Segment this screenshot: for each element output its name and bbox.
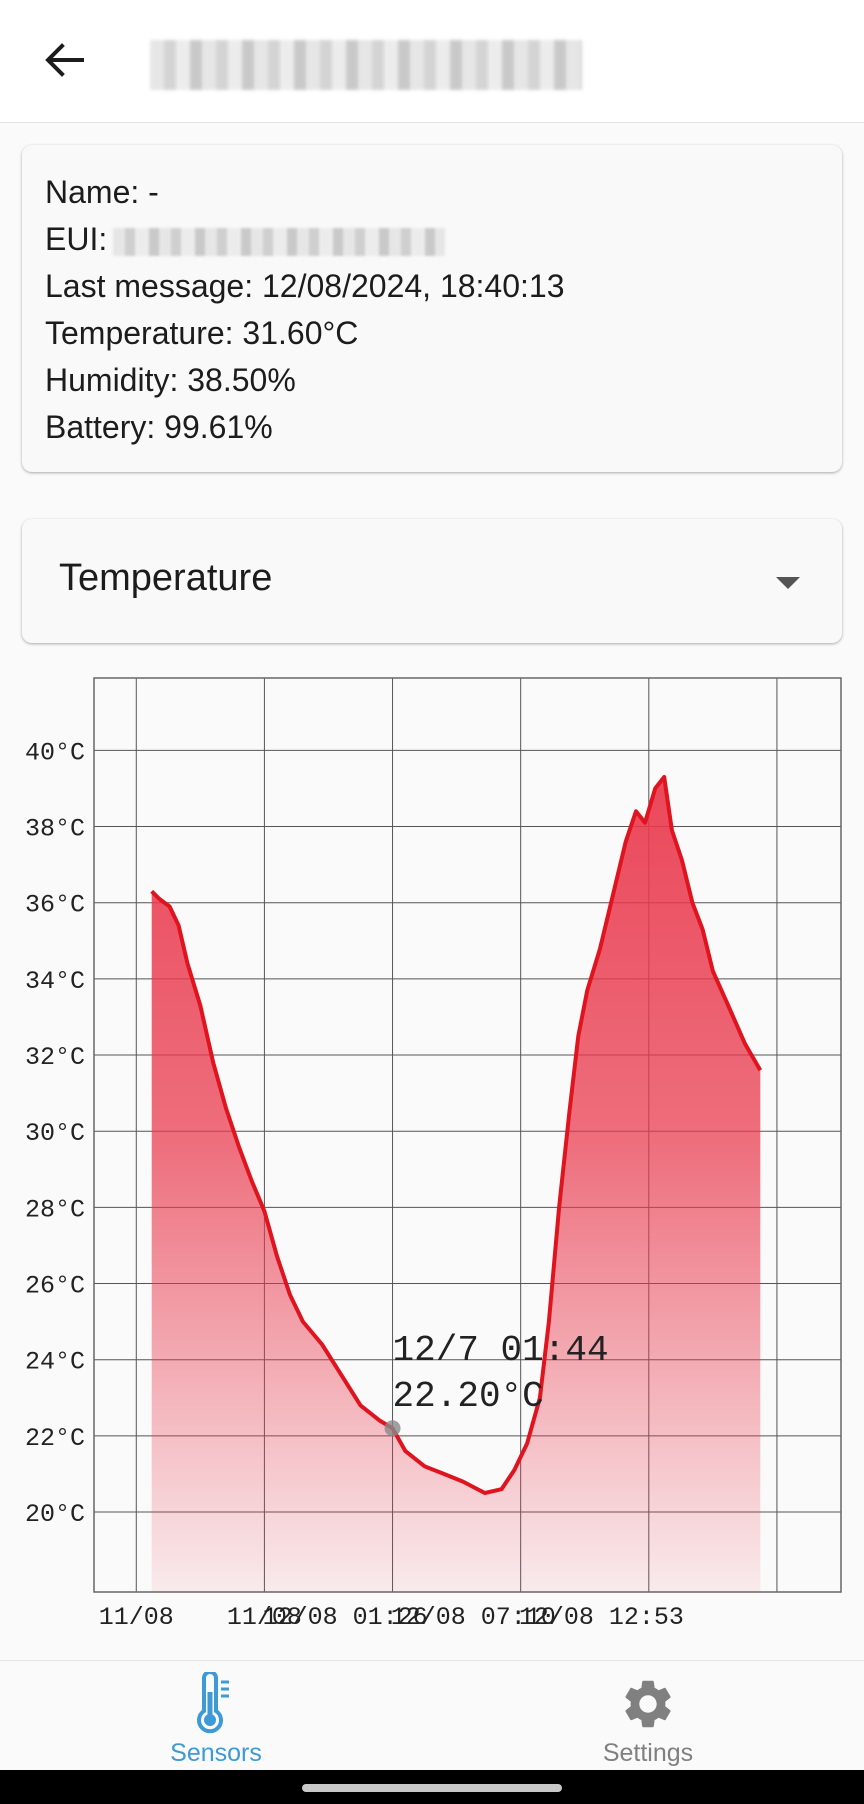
temperature-line — [150, 775, 763, 1495]
tooltip-marker — [384, 1420, 401, 1437]
sensor-eui: EUI: — [45, 216, 565, 263]
back-button[interactable] — [34, 32, 94, 88]
y-tick-label: 40°C — [25, 738, 85, 767]
nav-sensors[interactable]: Sensors — [96, 1661, 336, 1771]
humidity-reading: Humidity: 38.50% — [45, 362, 296, 398]
temperature-reading: Temperature: 31.60°C — [45, 315, 359, 351]
x-tick-label: 12/08 07:10 — [391, 1603, 556, 1630]
gear-icon — [619, 1671, 677, 1737]
eui-label: EUI: — [45, 221, 108, 257]
thermometer-icon — [194, 1671, 238, 1737]
sensor-info-card: Name: - EUI: Last message: 12/08/2024, 1… — [22, 145, 842, 472]
x-tick-label: 11/08 — [227, 1603, 302, 1630]
y-tick-label: 36°C — [25, 891, 85, 920]
nav-sensors-label: Sensors — [170, 1739, 262, 1767]
y-axis-labels: 20°C 22°C 24°C 26°C 28°C 30°C 32°C 34°C 36°C 38°C… — [25, 738, 85, 1529]
nav-settings-label: Settings — [602, 1739, 694, 1767]
redacted-eui-value — [113, 227, 446, 256]
home-gesture-handle[interactable] — [302, 1784, 562, 1792]
metric-select[interactable]: Temperature — [22, 519, 842, 643]
dropdown-triangle-icon — [776, 577, 800, 589]
tooltip-value: 22.20°C — [393, 1376, 544, 1417]
redacted-device-title — [150, 40, 582, 90]
y-tick-label: 28°C — [25, 1195, 85, 1224]
y-tick-label: 38°C — [25, 815, 85, 844]
x-tick-label: 11/08 — [99, 1603, 174, 1630]
last-message: Last message: 12/08/2024, 18:40:13 — [45, 268, 565, 304]
metric-select-value: Temperature — [59, 557, 273, 599]
tooltip-time: 12/7 01:44 — [393, 1330, 609, 1371]
y-tick-label: 34°C — [25, 967, 85, 996]
temperature-area — [151, 777, 761, 1592]
app-bar — [0, 0, 864, 123]
y-tick-label: 22°C — [25, 1424, 85, 1453]
y-tick-label: 32°C — [25, 1043, 85, 1072]
y-tick-label: 26°C — [25, 1272, 85, 1301]
x-tick-label: 12/08 01:26 — [263, 1603, 428, 1630]
nav-settings[interactable]: Settings — [528, 1661, 768, 1771]
x-tick-label: 12/08 12:53 — [519, 1603, 684, 1630]
y-tick-label: 24°C — [25, 1348, 85, 1377]
y-tick-label: 20°C — [25, 1500, 85, 1529]
sensor-name: Name: - — [45, 174, 159, 210]
y-tick-label: 30°C — [25, 1119, 85, 1148]
arrow-left-icon — [45, 43, 84, 77]
battery-reading: Battery: 99.61% — [45, 409, 273, 445]
temperature-chart[interactable]: 20°C 22°C 24°C 26°C 28°C 30°C 32°C 34°C 36°C 38°C… — [0, 670, 864, 1630]
bottom-navigation: Sensors Settings — [0, 1660, 864, 1771]
chart-canvas[interactable]: 20°C 22°C 24°C 26°C 28°C 30°C 32°C 34°C 36°C 38°C… — [0, 670, 864, 1630]
